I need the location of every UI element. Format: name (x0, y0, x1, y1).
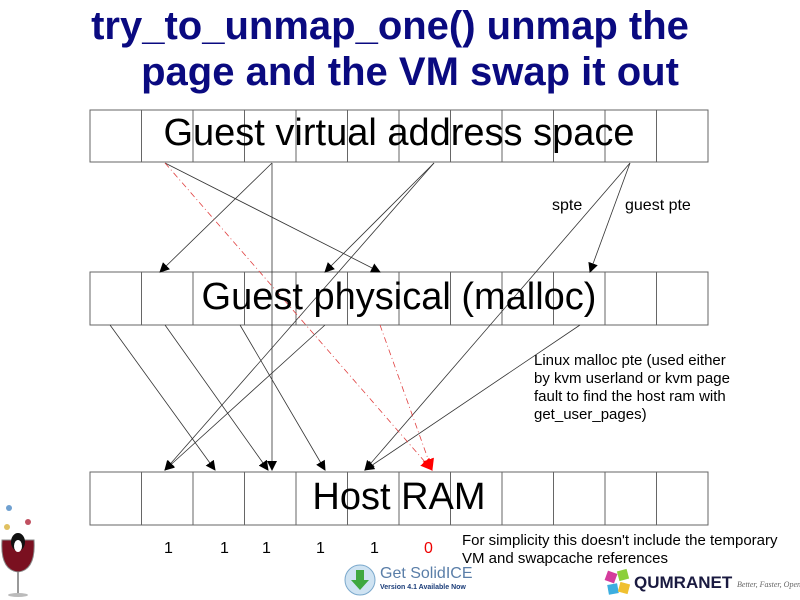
refcount: 1 (370, 540, 379, 557)
mapping-arrow (364, 162, 631, 471)
guest-virtual-row-label: Guest virtual address space (163, 112, 635, 154)
solidice-logo: Get SolidICE Version 4.1 Available Now (344, 563, 474, 597)
mapping-arrow (164, 324, 326, 471)
page-cell (656, 271, 709, 326)
host-ram-row (89, 471, 709, 526)
page-cell (656, 109, 709, 163)
mapping-arrow (364, 324, 581, 471)
guest-physical-row (89, 271, 709, 326)
mapping-arrow (109, 324, 216, 471)
qumranet-tagline: Better, Faster, Open (737, 580, 800, 589)
mapping-arrow (239, 324, 326, 471)
slide-title-line1: try_to_unmap_one() unmap the (91, 4, 689, 48)
mapping-arrow (164, 324, 269, 471)
solidice-subtitle: Version 4.1 Available Now (380, 584, 466, 591)
page-cell (656, 471, 709, 526)
malloc-pte-note: Linux malloc pte (used either by kvm use… (534, 352, 730, 423)
refcount: 1 (262, 540, 271, 557)
guest-virtual-row (89, 109, 709, 163)
slide-title-line2: page and the VM swap it out (141, 50, 679, 94)
refcount: 1 (220, 540, 229, 557)
refcount: 1 (316, 540, 325, 557)
mapping-arrow (588, 162, 631, 273)
mapping-arrow (159, 162, 273, 273)
qumranet-name: QUMRANET (634, 573, 733, 592)
qumranet-logo: QUMRANET Better, Faster, Open (604, 568, 800, 598)
refcount-zero: 0 (424, 540, 433, 557)
spte-label: spte (552, 197, 583, 214)
qumranet-mark-icon (604, 568, 631, 595)
swapped-mapping-arrow (164, 162, 433, 471)
host-ram-row-label: Host RAM (312, 476, 486, 518)
mapping-arrow (324, 162, 435, 273)
download-arrow-icon (344, 564, 376, 596)
swapped-mapping-arrow (379, 324, 434, 471)
mapping-arrow (164, 162, 435, 471)
penguin-wineglass-logo (1, 505, 35, 597)
guest-pte-label: guest pte (625, 197, 691, 214)
simplicity-note: For simplicity this doesn't include the … (462, 532, 778, 567)
mapping-arrow (164, 162, 381, 273)
solidice-title: Get SolidICE (380, 565, 473, 582)
guest-physical-row-label: Guest physical (malloc) (201, 276, 597, 318)
refcount: 1 (164, 540, 173, 557)
